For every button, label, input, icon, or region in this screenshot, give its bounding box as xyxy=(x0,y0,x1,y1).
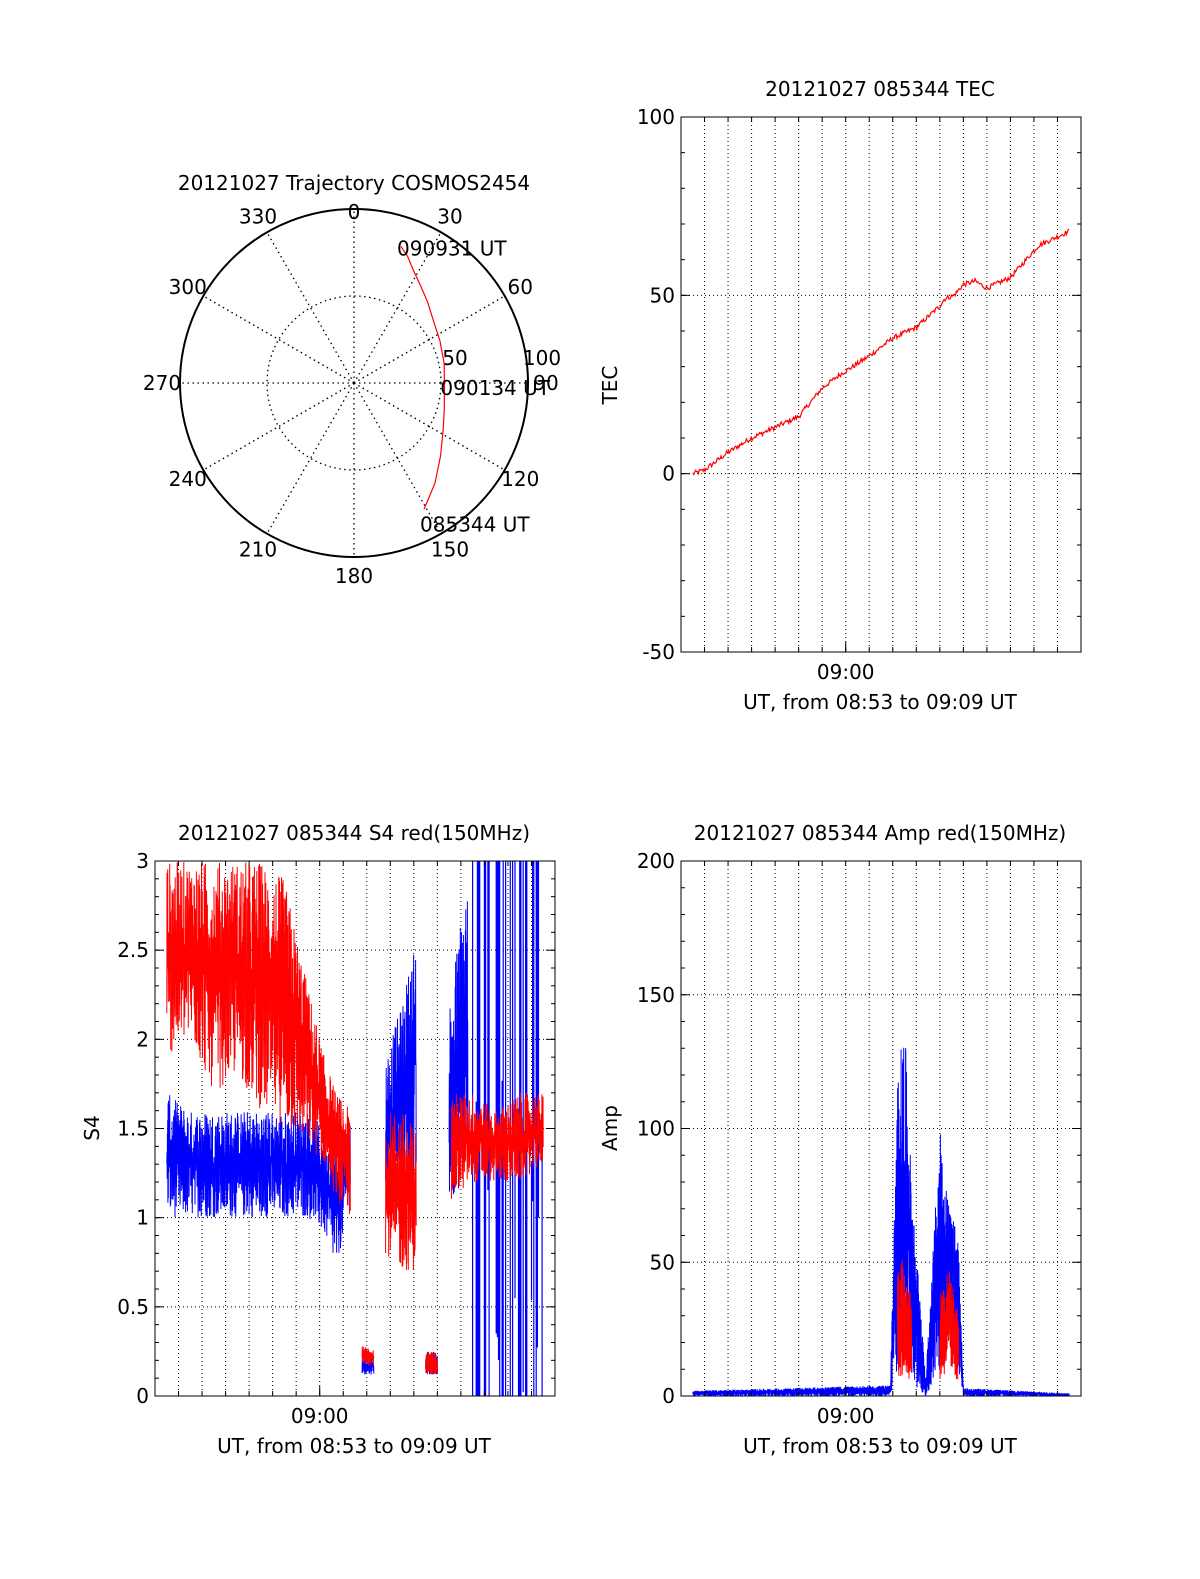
tec-ticks: -50 0 50 100 09:00 xyxy=(637,105,1081,684)
s4-red-line xyxy=(361,1346,375,1366)
y-tick-label: 100 xyxy=(637,105,675,129)
s4-ylabel: S4 xyxy=(80,1115,104,1140)
y-tick-label: 1 xyxy=(136,1206,149,1230)
polar-angle-labels: 0 30 60 90 120 150 180 210 240 270 300 330 xyxy=(143,200,559,588)
trajectory-time-label: 085344 UT xyxy=(420,512,530,536)
polar-inner-circle xyxy=(266,295,442,471)
polar-title: 20121027 Trajectory COSMOS2454 xyxy=(178,171,530,195)
s4-blue-line xyxy=(166,1095,351,1253)
polar-angle-label: 270 xyxy=(143,371,181,395)
amp-ticks: 0 50 100 150 200 09:00 xyxy=(637,849,1081,1428)
x-tick-label: 09:00 xyxy=(291,1404,349,1428)
amp-ylabel: Amp xyxy=(598,1105,622,1151)
tec-plot-frame xyxy=(680,116,1082,653)
tec-line xyxy=(692,228,1070,476)
y-tick-label: 50 xyxy=(650,283,675,307)
polar-spoke xyxy=(353,382,442,535)
y-tick-label: 100 xyxy=(637,1117,675,1141)
amp-series xyxy=(692,1047,1070,1397)
tec-xlabel: UT, from 08:53 to 09:09 UT xyxy=(743,690,1018,714)
s4-xlabel: UT, from 08:53 to 09:09 UT xyxy=(217,1434,492,1458)
trajectory-line xyxy=(400,246,446,510)
polar-outer-circle xyxy=(179,208,529,558)
tec-chart: 20121027 085344 TEC TEC UT, from 08:53 t… xyxy=(598,77,1082,714)
polar-spoke xyxy=(266,382,355,535)
amp-red-line xyxy=(897,1260,913,1379)
y-tick-label: 0 xyxy=(662,462,675,486)
trajectory-polar-plot: 20121027 Trajectory COSMOS2454 0 30 60 90 12… xyxy=(143,171,561,588)
polar-grid xyxy=(180,209,528,557)
y-tick-label: 150 xyxy=(637,983,675,1007)
tec-title: 20121027 085344 TEC xyxy=(765,77,995,101)
x-tick-label: 09:00 xyxy=(817,1404,875,1428)
polar-spoke xyxy=(266,231,355,384)
polar-angle-label: 180 xyxy=(335,564,373,588)
trajectory-time-label: 090134 UT xyxy=(440,376,550,400)
polar-angle-label: 300 xyxy=(169,275,207,299)
polar-angle-label: 60 xyxy=(508,275,533,299)
y-tick-label: 3 xyxy=(136,849,149,873)
polar-radius-label: 50 xyxy=(442,346,467,370)
amp-xlabel: UT, from 08:53 to 09:09 UT xyxy=(743,1434,1018,1458)
amp-blue-line xyxy=(692,1047,1070,1397)
polar-spoke xyxy=(353,231,442,384)
s4-ticks: 0 0.5 1 1.5 2 2.5 3 09:00 xyxy=(117,849,555,1428)
s4-red-line xyxy=(425,1352,438,1375)
polar-radius-labels: 50 100 xyxy=(442,346,561,370)
polar-angle-label: 90 xyxy=(533,371,558,395)
polar-angle-label: 120 xyxy=(501,467,539,491)
tec-grid xyxy=(681,116,1081,653)
polar-spoke xyxy=(202,295,355,384)
polar-spoke xyxy=(353,295,506,384)
tec-ylabel: TEC xyxy=(598,366,622,406)
polar-radius-label: 100 xyxy=(523,346,561,370)
x-tick-label: 09:00 xyxy=(817,660,875,684)
y-tick-label: 50 xyxy=(650,1250,675,1274)
y-tick-label: 2 xyxy=(136,1027,149,1051)
y-tick-label: 0 xyxy=(662,1384,675,1408)
amp-title: 20121027 085344 Amp red(150MHz) xyxy=(694,821,1066,845)
polar-angle-label: 330 xyxy=(239,205,277,229)
polar-angle-label: 0 xyxy=(348,200,361,224)
s4-title: 20121027 085344 S4 red(150MHz) xyxy=(178,821,530,845)
y-tick-label: 0.5 xyxy=(117,1295,149,1319)
s4-series xyxy=(166,861,544,1396)
tec-series xyxy=(692,228,1070,476)
amp-red-line xyxy=(939,1271,960,1380)
y-tick-label: 200 xyxy=(637,849,675,873)
polar-spoke xyxy=(353,382,506,471)
trajectory-time-label: 090931 UT xyxy=(397,236,507,260)
y-tick-label: 0 xyxy=(136,1384,149,1408)
polar-angle-label: 30 xyxy=(437,205,462,229)
s4-grid xyxy=(155,861,555,1396)
s4-chart: 20121027 085344 S4 red(150MHz) S4 UT, fr… xyxy=(80,821,556,1458)
y-tick-label: -50 xyxy=(642,640,675,664)
s4-red-line xyxy=(451,1092,544,1199)
trajectory-annotations: 090931 UT 090134 UT 085344 UT xyxy=(397,236,551,536)
y-tick-label: 2.5 xyxy=(117,938,149,962)
polar-angle-label: 240 xyxy=(169,467,207,491)
s4-red-line xyxy=(385,1112,417,1271)
polar-angle-label: 210 xyxy=(239,537,277,561)
amp-chart: 20121027 085344 Amp red(150MHz) Amp UT, … xyxy=(598,821,1082,1458)
amp-grid xyxy=(681,861,1081,1396)
polar-angle-label: 150 xyxy=(431,537,469,561)
polar-spoke xyxy=(202,382,355,471)
s4-red-line xyxy=(166,862,351,1215)
y-tick-label: 1.5 xyxy=(117,1117,149,1141)
s4-blue-line xyxy=(361,1356,375,1375)
